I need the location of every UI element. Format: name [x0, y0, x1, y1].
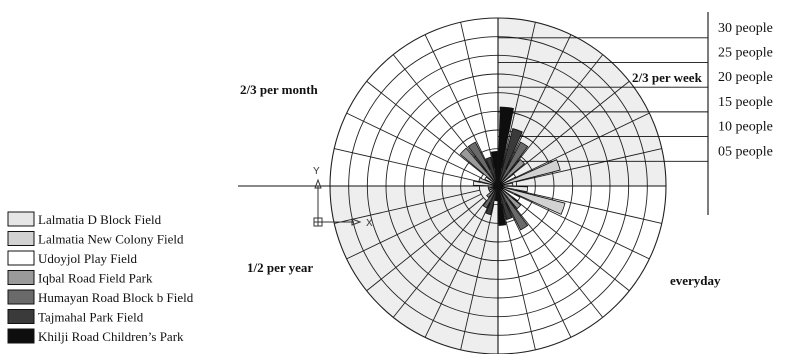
legend-label: Humayan Road Block b Field [38, 290, 194, 305]
bar-everyday [497, 185, 529, 193]
polar-grid [238, 17, 667, 354]
grid-spoke [514, 112, 650, 179]
radial-scale-label: 10 people [718, 120, 773, 135]
quadrant-label-year: 1/2 per year [247, 260, 313, 275]
legend-swatch [7, 211, 35, 227]
axis-glyph-x-label: X [366, 218, 373, 229]
legend-swatch [7, 250, 35, 266]
legend-label: Lalmatia D Block Field [38, 212, 162, 227]
grid-spoke [334, 189, 480, 224]
legend-label: Khilji Road Children’s Park [38, 329, 184, 344]
bar-everyday [497, 185, 507, 226]
grid-spoke [512, 197, 630, 292]
grid-spoke [509, 54, 604, 172]
grid-spoke [346, 193, 482, 260]
quadrant-bg-month [330, 18, 498, 186]
grid-spoke [501, 22, 536, 168]
bar-month [490, 151, 499, 187]
quadrant-label-month: 2/3 per month [240, 82, 319, 97]
legend-label: Lalmatia New Colony Field [38, 232, 184, 247]
grid-spoke [501, 204, 536, 350]
grid-spoke [346, 112, 482, 179]
grid-spoke [366, 197, 484, 292]
grid-spoke [509, 200, 604, 318]
bar-year [486, 185, 499, 198]
axis-glyph-x-arrow [351, 218, 362, 226]
legend-label: Udoyjol Play Field [38, 251, 137, 266]
bar-week [497, 106, 514, 187]
bar-year [485, 185, 499, 216]
grid-spoke [392, 200, 487, 318]
radial-reference-lines [498, 12, 709, 215]
grid-spoke [366, 80, 484, 175]
bar-month [485, 156, 499, 187]
bar-everyday [497, 185, 521, 202]
grid-spoke [460, 204, 495, 350]
bar-week [497, 159, 561, 187]
quadrant-bg-year [330, 186, 498, 354]
legend-swatch [7, 289, 35, 305]
quadrant-labels: 2/3 per month 2/3 per week 1/2 per year … [240, 70, 721, 288]
grid-spoke [392, 54, 487, 172]
quadrant-backgrounds [330, 18, 666, 354]
bar-year [487, 185, 499, 191]
radial-scale-label: 25 people [718, 45, 773, 60]
quadrant-label-everyday: everyday [670, 273, 721, 288]
legend-swatch [7, 328, 35, 344]
bar-month [459, 147, 499, 187]
grid-spoke [516, 189, 662, 224]
grid-spoke [505, 202, 572, 338]
bar-month [484, 176, 499, 187]
grid-spoke [514, 193, 650, 260]
bar-everyday [497, 185, 566, 215]
bar-week [497, 128, 523, 187]
legend-label: Tajmahal Park Field [38, 310, 144, 325]
grid-spoke [334, 148, 480, 183]
radial-scale-labels: 05 people 10 people 15 people 20 people 25 p… [718, 21, 773, 160]
bar-year [487, 185, 499, 189]
radial-scale-label: 05 people [718, 144, 773, 159]
radial-scale-label: 30 people [718, 21, 773, 36]
bar-week [497, 141, 529, 187]
quadrant-label-week: 2/3 per week [632, 70, 703, 85]
grid-spoke [424, 34, 491, 170]
bar-year [482, 185, 499, 209]
bar-week [497, 158, 526, 187]
radial-scale-label: 15 people [718, 95, 773, 110]
bar-year [488, 185, 499, 193]
grid-spoke [516, 148, 662, 183]
grid-spoke [505, 34, 572, 170]
legend: Lalmatia D Block Field Lalmatia New Colon… [7, 211, 194, 344]
bar-everyday [497, 185, 529, 231]
bar-week [497, 173, 517, 187]
quadrant-bg-everyday [498, 186, 666, 354]
legend-swatch [7, 231, 35, 246]
grid-spoke [512, 80, 630, 175]
grid-spoke [460, 22, 495, 168]
legend-swatch [7, 309, 35, 324]
bar-everyday [497, 185, 522, 210]
bar-everyday [497, 185, 513, 220]
legend-swatch [7, 270, 35, 285]
quadrant-bg-week [498, 18, 666, 186]
grid-spoke [424, 202, 491, 338]
axis-glyph-y-label: Y [313, 166, 320, 177]
bar-week [497, 182, 514, 187]
radial-scale-label: 20 people [718, 70, 773, 85]
bar-month [467, 141, 499, 187]
axis-glyph: Y X [313, 166, 373, 229]
axis-glyph-y-arrow [314, 178, 322, 189]
legend-label: Iqbal Road Field Park [38, 271, 153, 286]
bar-marks [459, 106, 566, 231]
